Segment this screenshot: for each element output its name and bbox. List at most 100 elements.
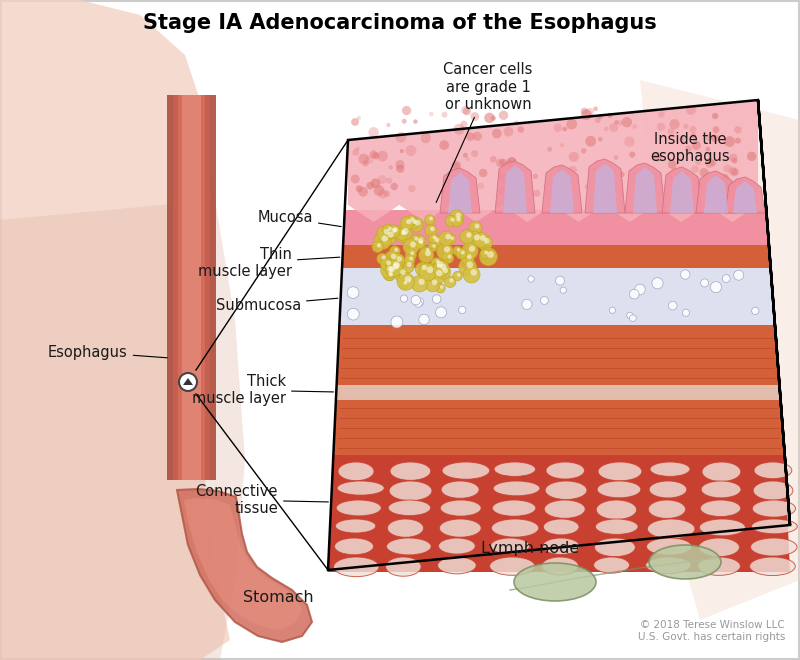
Circle shape — [692, 141, 701, 150]
Circle shape — [533, 189, 540, 197]
Text: Mucosa: Mucosa — [258, 211, 342, 226]
Circle shape — [591, 168, 595, 172]
Circle shape — [415, 220, 421, 226]
Polygon shape — [625, 163, 665, 213]
Circle shape — [386, 225, 399, 239]
Circle shape — [351, 118, 359, 126]
Circle shape — [682, 309, 690, 316]
Circle shape — [706, 147, 710, 152]
Circle shape — [454, 162, 460, 169]
Circle shape — [706, 134, 712, 141]
Circle shape — [396, 132, 406, 143]
Circle shape — [498, 110, 508, 120]
Circle shape — [478, 235, 493, 250]
Text: Lymph node: Lymph node — [481, 541, 579, 556]
Circle shape — [479, 248, 498, 266]
Circle shape — [366, 182, 374, 189]
Circle shape — [644, 175, 650, 181]
Circle shape — [484, 251, 488, 254]
Circle shape — [569, 152, 579, 162]
Circle shape — [418, 263, 437, 281]
Circle shape — [470, 112, 479, 121]
Circle shape — [425, 277, 440, 292]
Circle shape — [667, 174, 672, 179]
Circle shape — [685, 145, 692, 152]
Circle shape — [350, 174, 360, 183]
Ellipse shape — [646, 557, 691, 574]
Circle shape — [734, 270, 744, 280]
Circle shape — [598, 114, 602, 119]
Circle shape — [498, 186, 507, 195]
Circle shape — [669, 301, 677, 310]
Circle shape — [433, 236, 436, 239]
Circle shape — [594, 117, 601, 123]
Circle shape — [463, 152, 468, 158]
Circle shape — [381, 228, 397, 245]
Circle shape — [505, 160, 512, 168]
Circle shape — [394, 248, 398, 252]
Polygon shape — [593, 163, 617, 213]
Ellipse shape — [338, 462, 374, 480]
Circle shape — [383, 229, 390, 235]
Circle shape — [457, 273, 461, 277]
Polygon shape — [336, 385, 781, 400]
Circle shape — [460, 230, 474, 244]
Ellipse shape — [750, 538, 797, 556]
Circle shape — [652, 278, 663, 289]
Circle shape — [460, 121, 467, 128]
Circle shape — [378, 189, 387, 199]
Ellipse shape — [646, 538, 692, 555]
Circle shape — [668, 160, 677, 169]
Circle shape — [601, 165, 608, 172]
Circle shape — [712, 113, 718, 119]
Circle shape — [490, 156, 497, 163]
Circle shape — [437, 261, 443, 267]
Polygon shape — [585, 159, 625, 213]
Circle shape — [721, 174, 729, 183]
Circle shape — [461, 251, 465, 255]
Ellipse shape — [494, 462, 535, 477]
Ellipse shape — [700, 500, 741, 517]
Circle shape — [729, 154, 738, 162]
Polygon shape — [173, 95, 210, 480]
Circle shape — [356, 185, 362, 192]
Circle shape — [670, 119, 679, 129]
Ellipse shape — [698, 557, 741, 576]
Circle shape — [630, 315, 636, 321]
Circle shape — [408, 217, 423, 232]
Circle shape — [508, 157, 517, 166]
Circle shape — [648, 173, 658, 183]
Circle shape — [618, 120, 622, 125]
Circle shape — [416, 298, 424, 306]
Circle shape — [731, 168, 739, 176]
Circle shape — [713, 126, 719, 133]
Circle shape — [403, 238, 419, 255]
Ellipse shape — [752, 500, 795, 517]
Circle shape — [422, 246, 431, 255]
Circle shape — [491, 115, 496, 121]
Circle shape — [725, 182, 733, 190]
Polygon shape — [542, 165, 582, 213]
Circle shape — [673, 183, 679, 189]
Circle shape — [630, 289, 639, 299]
Circle shape — [384, 251, 399, 266]
Circle shape — [382, 255, 386, 259]
Circle shape — [425, 214, 434, 225]
Circle shape — [411, 296, 421, 305]
Circle shape — [474, 234, 480, 240]
Ellipse shape — [389, 481, 432, 501]
Ellipse shape — [441, 481, 479, 498]
Circle shape — [418, 238, 423, 243]
Circle shape — [355, 147, 360, 151]
Circle shape — [474, 232, 488, 248]
Circle shape — [179, 373, 197, 391]
Circle shape — [358, 187, 368, 197]
Ellipse shape — [753, 481, 793, 500]
Polygon shape — [662, 167, 702, 213]
Text: © 2018 Terese Winslow LLC
U.S. Govt. has certain rights: © 2018 Terese Winslow LLC U.S. Govt. has… — [638, 620, 785, 642]
Ellipse shape — [595, 519, 638, 535]
Circle shape — [387, 225, 400, 238]
Circle shape — [581, 148, 586, 154]
Ellipse shape — [542, 557, 578, 575]
Circle shape — [450, 217, 454, 222]
